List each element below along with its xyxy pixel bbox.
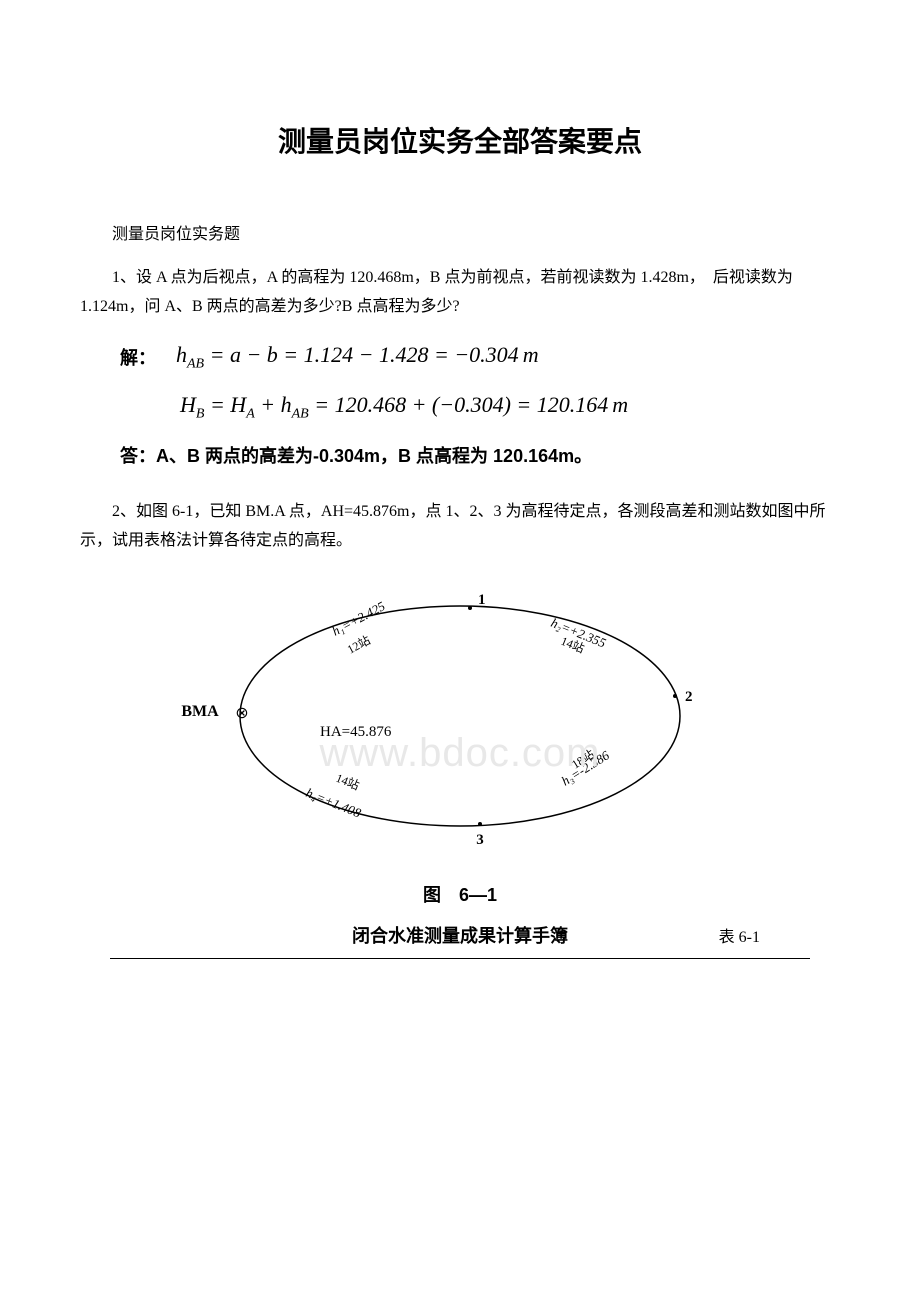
solution-line-1: 解： hAB = a − b = 1.124 − 1.428 = −0.304m (120, 342, 840, 372)
table-title: 闭合水准测量成果计算手簿 (352, 922, 568, 948)
answer-line-1: 答：A、B 两点的高差为-0.304m，B 点高程为 120.164m。 (80, 442, 840, 468)
h1-label: h₁=+2.425 (329, 598, 388, 639)
formula-2-mid3: = 120.468 + (−0.304) = 120.164 (309, 392, 609, 417)
table-number: 表 6-1 (719, 923, 760, 947)
formula-2-unit: m (612, 392, 628, 417)
formula-1-body: = a − b = 1.124 − 1.428 = −0.304 (204, 342, 519, 367)
document-title: 测量员岗位实务全部答案要点 (80, 120, 840, 160)
watermark-text: www.bdoc.com (320, 731, 601, 776)
formula-2: HB = HA + hAB = 120.468 + (−0.304) = 120… (180, 392, 628, 422)
point-2-marker (673, 694, 677, 698)
table-caption-row: 闭合水准测量成果计算手簿 表 6-1 (160, 922, 760, 948)
formula-1: hAB = a − b = 1.124 − 1.428 = −0.304m (176, 342, 539, 372)
point-3-label: 3 (476, 832, 484, 848)
solution-label: 解： (120, 344, 156, 370)
point-2-label: 2 (685, 689, 693, 705)
problem-2-text: 2、如图 6-1，已知 BM.A 点，AH=45.876m，点 1、2、3 为高… (80, 498, 840, 556)
formula-1-var: h (176, 342, 187, 367)
formula-1-sub: AB (187, 356, 204, 371)
point-3-marker (478, 822, 482, 826)
point-1-label: 1 (478, 592, 486, 608)
formula-2-mid1: = H (204, 392, 246, 417)
section-header: 测量员岗位实务题 (80, 220, 840, 244)
formula-2-mid2: + h (255, 392, 292, 417)
solution-block-1: 解： hAB = a − b = 1.124 − 1.428 = −0.304m… (80, 342, 840, 423)
solution-line-2: HB = HA + hAB = 120.468 + (−0.304) = 120… (120, 392, 840, 422)
figure-caption: 图 6—1 (80, 881, 840, 907)
formula-2-sub3: AB (292, 406, 309, 421)
bma-marker-icon: ⊗ (235, 705, 248, 722)
formula-1-unit: m (523, 342, 539, 367)
h1-stations: 12站 (345, 633, 373, 657)
table-top-rule (110, 958, 810, 959)
bma-label: BMA (181, 703, 219, 720)
formula-2-sub2: A (246, 406, 255, 421)
leveling-loop-diagram: ⊗ BMA HA=45.876 1 2 3 h₁=+2.425 12站 h₂=+… (160, 576, 760, 866)
figure-6-1: www.bdoc.com ⊗ BMA HA=45.876 1 2 3 h₁=+2… (80, 576, 840, 959)
point-1-marker (468, 606, 472, 610)
problem-1-text: 1、设 A 点为后视点，A 的高程为 120.468m，B 点为前视点，若前视读… (80, 264, 840, 322)
formula-2-var1: H (180, 392, 196, 417)
